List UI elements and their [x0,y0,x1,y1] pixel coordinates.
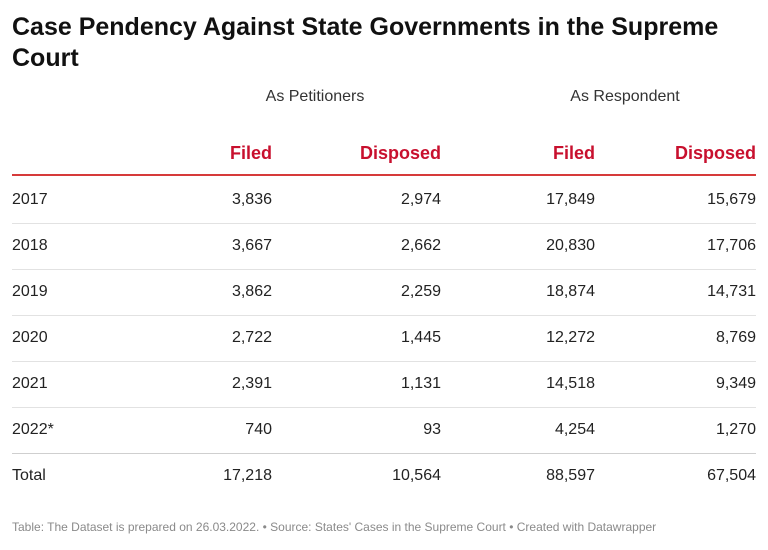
total-row: Total 17,218 10,564 88,597 67,504 [12,453,756,499]
table-title: Case Pendency Against State Governments … [12,13,719,72]
cell-disposed-respondent: 17,706 [707,237,756,254]
row-divider [12,453,756,454]
table-footer: Table: The Dataset is prepared on 26.03.… [12,520,657,534]
row-divider [12,223,756,224]
cell-disposed-respondent: 14,731 [707,283,756,300]
table-row: 2018 3,667 2,662 20,830 17,706 [12,223,756,269]
cell-disposed-respondent: 8,769 [715,329,756,346]
cell-filed-respondent: 20,830 [546,237,595,254]
row-divider [12,315,756,316]
group-header-respondent: As Respondent [570,88,680,105]
cell-filed-respondent: 4,254 [554,421,595,438]
column-header-2: Disposed [359,143,441,163]
table-row: 2021 2,391 1,131 14,518 9,349 [12,361,756,407]
cell-disposed-petitioners: 2,259 [400,283,441,300]
cell-disposed-respondent: 15,679 [707,191,756,208]
row-year: 2020 [12,329,48,346]
row-year: 2019 [12,283,48,300]
row-year: 2022* [12,421,54,438]
cell-disposed-respondent: 1,270 [715,421,756,438]
table-row: 2019 3,862 2,259 18,874 14,731 [12,269,756,315]
row-divider [12,269,756,270]
cell-filed-petitioners: 2,722 [231,329,272,346]
cell-filed-respondent: 17,849 [546,191,595,208]
cell-disposed-petitioners: 2,662 [400,237,441,254]
table-row: 2020 2,722 1,445 12,272 8,769 [12,315,756,361]
cell-filed-petitioners: 17,218 [223,467,272,484]
column-header-4: Disposed [674,143,756,163]
row-year: 2017 [12,191,48,208]
cell-disposed-petitioners: 2,974 [400,191,441,208]
row-divider [12,361,756,362]
cell-filed-petitioners: 740 [245,421,272,438]
column-header-1: Filed [229,143,272,163]
header-rule [12,174,756,176]
cell-disposed-respondent: 9,349 [715,375,756,392]
cell-disposed-petitioners: 1,445 [400,329,441,346]
table-row: 2022* 740 93 4,254 1,270 [12,407,756,453]
row-year: 2021 [12,375,48,392]
row-divider [12,407,756,408]
cell-filed-petitioners: 2,391 [231,375,272,392]
cell-filed-respondent: 88,597 [546,467,595,484]
table-row: 2017 3,836 2,974 17,849 15,679 [12,177,756,223]
cell-disposed-petitioners: 93 [423,421,441,438]
cell-disposed-petitioners: 1,131 [400,375,441,392]
cell-filed-respondent: 12,272 [546,329,595,346]
cell-disposed-petitioners: 10,564 [392,467,441,484]
group-header-petitioners: As Petitioners [265,88,365,105]
cell-filed-respondent: 18,874 [546,283,595,300]
total-label: Total [12,467,46,484]
cell-disposed-respondent: 67,504 [707,467,756,484]
cell-filed-petitioners: 3,667 [231,237,272,254]
column-header-3: Filed [552,143,595,163]
cell-filed-petitioners: 3,862 [231,283,272,300]
cell-filed-respondent: 14,518 [546,375,595,392]
cell-filed-petitioners: 3,836 [231,191,272,208]
row-year: 2018 [12,237,48,254]
